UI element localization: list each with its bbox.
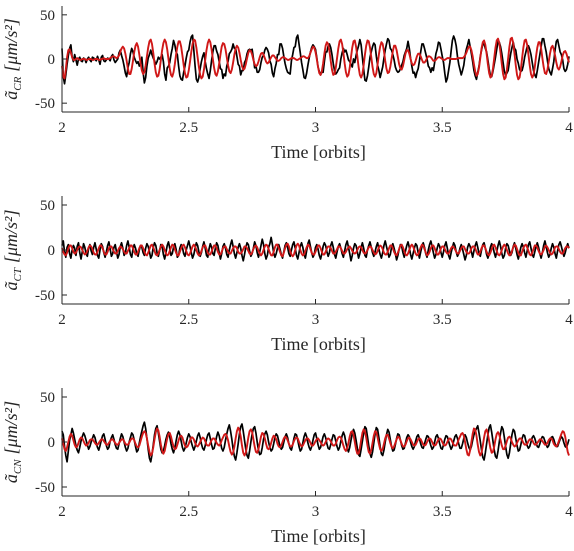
x-tick-label: 2 — [58, 504, 66, 520]
y-tick-label: 50 — [40, 8, 55, 24]
measured-series-line-ct — [61, 236, 570, 262]
subplot-cr: 2 2.5 3 3.5 4 -50 0 50 Time [orbits] ãCR [μm/s²] — [1, 6, 573, 162]
x-tick-label: 2 — [58, 120, 66, 136]
x-tick-label: 3 — [312, 504, 320, 520]
fit-series-line-cr — [61, 36, 570, 81]
x-axis-label: Time [orbits] — [271, 142, 366, 162]
y-axis-label: ãCT [μm/s²] — [1, 210, 24, 291]
x-tick-label: 4 — [565, 504, 573, 520]
x-axis-label: Time [orbits] — [271, 334, 366, 354]
measured-series-line-cr — [61, 34, 570, 85]
x-tick-label: 3 — [312, 120, 320, 136]
x-tick-label: 4 — [565, 120, 573, 136]
y-tick-label: 50 — [40, 198, 55, 214]
fit-series-line-cn — [61, 426, 570, 457]
y-tick-label: -50 — [35, 480, 55, 496]
y-tick-label: -50 — [35, 288, 55, 304]
x-tick-label: 3.5 — [433, 120, 452, 136]
x-tick-label: 2.5 — [179, 312, 198, 328]
y-axis-unit: [μm/s²] — [1, 18, 21, 71]
x-axis-label: Time [orbits] — [271, 526, 366, 546]
y-axis-symbol: ã — [1, 474, 21, 483]
y-axis-symbol: ã — [1, 281, 21, 290]
x-tick-label: 2.5 — [179, 120, 198, 136]
y-axis-label: ãCN [μm/s²] — [1, 401, 24, 483]
y-axis-subscript: CN — [12, 459, 24, 474]
subplot-ct: 2 2.5 3 3.5 4 -50 0 50 Time [orbits] ãCT [μm/s²] — [1, 196, 573, 354]
y-axis-subscript: CT — [12, 267, 24, 281]
y-axis-subscript: CR — [12, 76, 24, 90]
x-tick-label: 4 — [565, 312, 573, 328]
x-tick-label: 2.5 — [179, 504, 198, 520]
fit-series-line-ct — [61, 242, 570, 258]
x-tick-label: 3.5 — [433, 312, 452, 328]
x-tick-label: 3.5 — [433, 504, 452, 520]
y-axis-unit: [μm/s²] — [1, 401, 21, 454]
y-tick-label: 0 — [48, 243, 56, 259]
y-tick-label: 50 — [40, 390, 55, 406]
y-tick-label: -50 — [35, 96, 55, 112]
y-axis-symbol: ã — [1, 91, 21, 100]
x-tick-label: 3 — [312, 312, 320, 328]
y-axis-label: ãCR [μm/s²] — [1, 18, 24, 100]
y-tick-label: 0 — [48, 52, 56, 68]
x-tick-label: 2 — [58, 312, 66, 328]
y-axis-unit: [μm/s²] — [1, 210, 21, 263]
y-tick-label: 0 — [48, 435, 56, 451]
subplot-cn: 2 2.5 3 3.5 4 -50 0 50 Time [orbits] ãCN [μm/s²] — [1, 388, 573, 546]
